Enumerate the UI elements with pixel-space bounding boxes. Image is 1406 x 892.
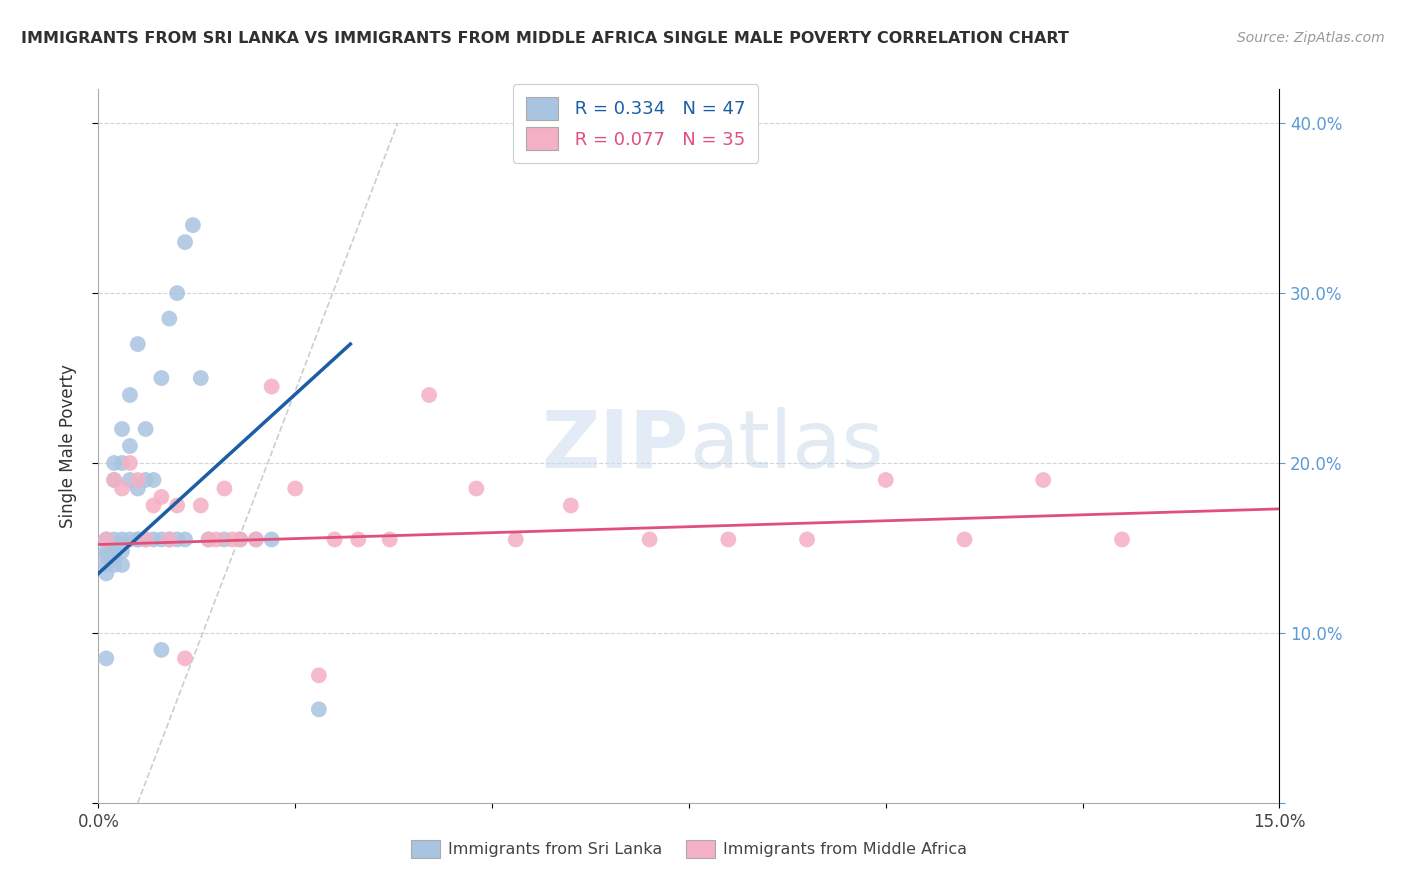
- Point: [111, 456, 134, 470]
- Point: [1032, 473, 1054, 487]
- Point: [157, 533, 180, 547]
- Point: [157, 311, 180, 326]
- Point: [135, 533, 157, 547]
- Point: [197, 533, 219, 547]
- Point: [103, 544, 125, 558]
- Point: [190, 371, 212, 385]
- Point: [717, 533, 740, 547]
- Point: [142, 473, 165, 487]
- Point: [174, 651, 197, 665]
- Point: [796, 533, 818, 547]
- Text: Source: ZipAtlas.com: Source: ZipAtlas.com: [1237, 31, 1385, 45]
- Point: [418, 388, 440, 402]
- Point: [174, 235, 197, 249]
- Point: [157, 533, 180, 547]
- Point: [96, 558, 118, 572]
- Point: [96, 651, 118, 665]
- Text: IMMIGRANTS FROM SRI LANKA VS IMMIGRANTS FROM MIDDLE AFRICA SINGLE MALE POVERTY C: IMMIGRANTS FROM SRI LANKA VS IMMIGRANTS …: [21, 31, 1069, 46]
- Text: ZIP: ZIP: [541, 407, 689, 485]
- Point: [118, 533, 141, 547]
- Point: [118, 456, 141, 470]
- Point: [166, 533, 188, 547]
- Point: [103, 473, 125, 487]
- Legend: Immigrants from Sri Lanka, Immigrants from Middle Africa: Immigrants from Sri Lanka, Immigrants fr…: [404, 831, 974, 866]
- Point: [174, 533, 197, 547]
- Point: [190, 499, 212, 513]
- Point: [166, 499, 188, 513]
- Point: [197, 533, 219, 547]
- Point: [103, 533, 125, 547]
- Point: [875, 473, 897, 487]
- Point: [166, 286, 188, 301]
- Point: [505, 533, 527, 547]
- Point: [142, 533, 165, 547]
- Point: [96, 533, 118, 547]
- Point: [347, 533, 370, 547]
- Point: [127, 533, 149, 547]
- Point: [103, 558, 125, 572]
- Point: [111, 422, 134, 436]
- Point: [953, 533, 976, 547]
- Point: [103, 549, 125, 564]
- Point: [378, 533, 401, 547]
- Point: [127, 337, 149, 351]
- Point: [260, 379, 283, 393]
- Point: [308, 668, 330, 682]
- Point: [142, 499, 165, 513]
- Point: [150, 490, 173, 504]
- Point: [214, 533, 236, 547]
- Point: [111, 558, 134, 572]
- Point: [245, 533, 267, 547]
- Point: [229, 533, 252, 547]
- Point: [96, 544, 118, 558]
- Point: [150, 371, 173, 385]
- Point: [111, 482, 134, 496]
- Point: [118, 473, 141, 487]
- Point: [135, 473, 157, 487]
- Point: [1111, 533, 1133, 547]
- Point: [118, 439, 141, 453]
- Point: [205, 533, 228, 547]
- Point: [135, 533, 157, 547]
- Point: [150, 643, 173, 657]
- Point: [127, 482, 149, 496]
- Point: [111, 544, 134, 558]
- Point: [96, 566, 118, 581]
- Point: [135, 422, 157, 436]
- Point: [284, 482, 307, 496]
- Point: [181, 218, 204, 232]
- Point: [127, 533, 149, 547]
- Point: [96, 549, 118, 564]
- Point: [150, 533, 173, 547]
- Point: [118, 388, 141, 402]
- Point: [465, 482, 488, 496]
- Text: atlas: atlas: [689, 407, 883, 485]
- Point: [229, 533, 252, 547]
- Point: [214, 482, 236, 496]
- Point: [245, 533, 267, 547]
- Point: [111, 533, 134, 547]
- Point: [221, 533, 243, 547]
- Point: [103, 473, 125, 487]
- Point: [638, 533, 661, 547]
- Point: [260, 533, 283, 547]
- Point: [560, 499, 582, 513]
- Point: [323, 533, 346, 547]
- Point: [308, 702, 330, 716]
- Point: [103, 456, 125, 470]
- Y-axis label: Single Male Poverty: Single Male Poverty: [59, 364, 77, 528]
- Point: [96, 533, 118, 547]
- Point: [127, 473, 149, 487]
